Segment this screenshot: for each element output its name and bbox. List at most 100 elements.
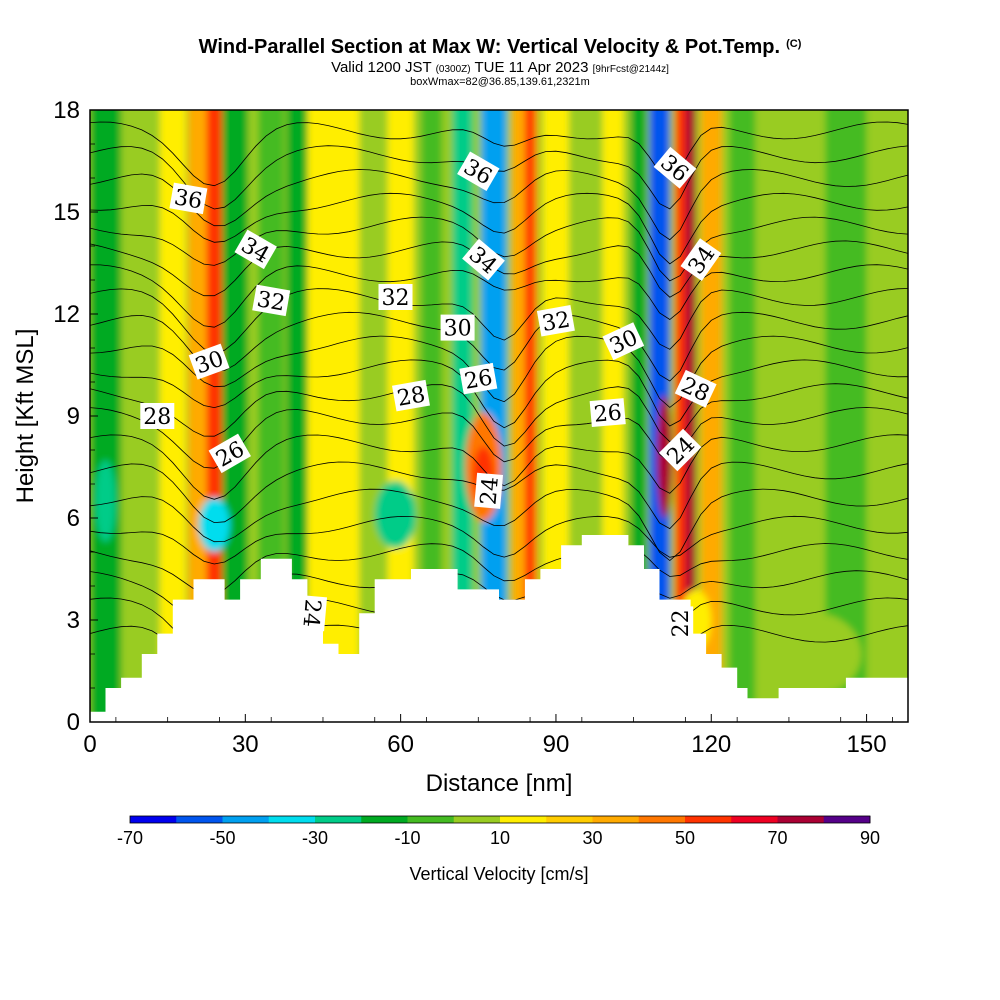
contour-label-box <box>457 151 500 191</box>
y-tick-label: 0 <box>67 709 80 736</box>
colorbar-swatch <box>823 816 871 823</box>
contour-label: 32 <box>536 305 575 337</box>
contour-label: 22 <box>667 606 694 641</box>
colorbar-swatch <box>546 816 593 823</box>
y-axis-ticks: 0 3 6 9 12 15 18 <box>53 97 98 736</box>
contour-label-box <box>667 606 694 641</box>
colorbar-swatch <box>592 816 640 823</box>
colorbar-swatch <box>453 816 501 823</box>
x-tick-label: 120 <box>691 731 731 758</box>
contour-label-text: 32 <box>382 286 410 311</box>
colorbar-tick-label: 90 <box>860 828 880 848</box>
contour-label-box <box>459 362 498 395</box>
valid-date: TUE 11 Apr 2023 <box>474 59 589 76</box>
velocity-column <box>286 110 308 722</box>
velocity-column <box>524 110 536 722</box>
colorbar-swatch <box>638 816 686 823</box>
y-tick-label: 3 <box>67 607 80 634</box>
colorbar-swatch <box>407 816 455 823</box>
contour-label-box <box>589 398 626 428</box>
colorbar-swatch <box>176 816 223 823</box>
colorbar-tick-label: 10 <box>490 828 510 848</box>
colorbar-swatch <box>222 816 270 823</box>
colorbar-tick-label: 70 <box>767 828 787 848</box>
contour-label: 28 <box>140 403 175 430</box>
contour-label-box <box>653 146 697 189</box>
contour-label-box <box>536 305 575 337</box>
velocity-column <box>685 110 696 722</box>
contour-label: 32 <box>252 284 291 317</box>
y-tick-label: 6 <box>67 505 80 532</box>
contour-label: 28 <box>392 379 430 412</box>
velocity-column <box>338 110 360 722</box>
x-tick-label: 150 <box>847 731 887 758</box>
isentrope-line <box>90 121 908 187</box>
colorbar-tick-label: -50 <box>209 828 235 848</box>
chart-subtitle: Valid 1200 JST (0300Z) TUE 11 Apr 2023 [… <box>0 59 1000 76</box>
contour-label-box <box>208 433 252 474</box>
colorbar-swatch <box>268 816 316 823</box>
colorbar-swatch <box>777 816 825 823</box>
contour-label-text: 26 <box>463 365 495 394</box>
velocity-cell <box>768 613 862 695</box>
isentrope-line <box>90 240 908 298</box>
contour-label-box <box>674 369 717 408</box>
contour-label-box <box>252 284 291 317</box>
x-tick-label: 30 <box>232 731 259 758</box>
isentrope-line <box>90 192 908 265</box>
contour-label-box <box>188 343 230 380</box>
forecast-info: [9hrFcst@2144z] <box>592 64 669 75</box>
contour-label-box <box>474 472 504 509</box>
colorbar-swatch <box>685 816 732 823</box>
contour-label-text: 32 <box>255 287 287 316</box>
y-tick-label: 12 <box>53 301 80 328</box>
colorbar-swatch <box>731 816 778 823</box>
valid-utc: (0300Z) <box>435 64 471 75</box>
contour-label: 36 <box>169 182 208 215</box>
isentrope-line <box>90 543 908 595</box>
contour-label-text: 26 <box>593 400 623 427</box>
box-info: boxWmax=82@36.85,139.61,2321m <box>410 76 590 88</box>
contour-label-text: 24 <box>476 476 503 506</box>
title-copyright: (C) <box>786 38 802 50</box>
velocity-cell <box>374 480 417 549</box>
contour-label: 26 <box>459 362 498 395</box>
isentrope-line <box>90 488 908 562</box>
contour-label-text: 28 <box>395 382 427 411</box>
contour-label-text: 24 <box>297 598 324 628</box>
colorbar-swatch <box>361 816 408 823</box>
y-tick-label: 18 <box>53 97 80 124</box>
isentrope-line <box>90 288 908 354</box>
contour-label-box <box>602 322 645 361</box>
colorbar-tick-label: -70 <box>117 828 143 848</box>
contour-label-text: 30 <box>444 317 472 342</box>
isentrope-line <box>90 359 908 429</box>
contour-label-box <box>392 379 430 412</box>
colorbar-tick-label: 50 <box>675 828 695 848</box>
y-axis-label: Height [Kft MSL] <box>12 329 39 504</box>
contour-label: 26 <box>589 398 626 428</box>
contour-label-text: 36 <box>172 185 204 214</box>
colorbar-swatch <box>130 816 177 823</box>
colorbar-swatch <box>315 816 362 823</box>
y-tick-label: 9 <box>67 403 80 430</box>
colorbar-swatch <box>500 816 547 823</box>
contour-label-box <box>378 284 413 310</box>
title-main: Wind-Parallel Section at Max W: Vertical… <box>198 36 781 58</box>
velocity-cell <box>95 460 116 542</box>
contour-label: 24 <box>474 472 504 509</box>
valid-time: Valid 1200 JST <box>331 59 432 76</box>
contour-label-box <box>169 182 208 215</box>
contour-label-box <box>680 238 722 281</box>
plot-area: 3634323028262432283026363424322630282436… <box>53 97 909 758</box>
colorbar-label: Vertical Velocity [cm/s] <box>409 864 588 884</box>
x-axis-ticks: 0 30 60 90 120 150 <box>83 714 893 758</box>
contour-label-box <box>658 428 702 472</box>
colorbar: -70 -50 -30 -10 10 30 50 70 90 <box>117 815 880 848</box>
isentrope-line <box>90 264 908 328</box>
contour-label-box <box>234 229 277 270</box>
contour-label: 30 <box>440 314 475 342</box>
contour-label-box <box>462 238 505 281</box>
chart-title: Wind-Parallel Section at Max W: Vertical… <box>0 36 1000 59</box>
contour-label: 24 <box>297 595 328 632</box>
